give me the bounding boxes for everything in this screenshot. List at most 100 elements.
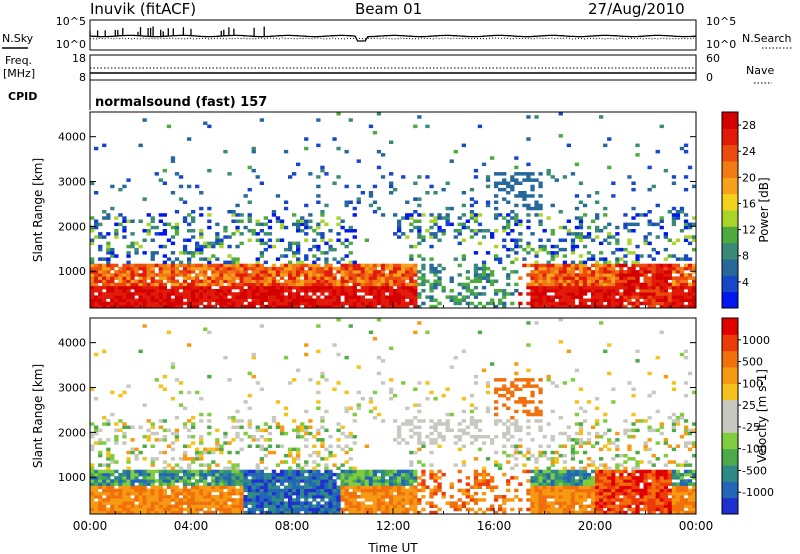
velocity-cell	[405, 507, 410, 512]
power-cell	[340, 273, 345, 277]
power-cell	[231, 270, 236, 274]
velocity-cell	[146, 419, 151, 423]
power-cell	[336, 222, 341, 227]
velocity-cell	[368, 510, 374, 515]
power-cell	[158, 178, 163, 182]
power-cell	[413, 273, 418, 277]
velocity-cell	[502, 510, 507, 515]
velocity-cell	[207, 447, 212, 452]
velocity-cell	[550, 495, 555, 499]
power-cell	[352, 266, 357, 271]
power-cell	[271, 282, 277, 287]
velocity-cell	[586, 510, 592, 515]
velocity-cell	[611, 501, 616, 505]
velocity-cell	[239, 472, 244, 477]
velocity-cell	[538, 510, 543, 515]
power-cell	[215, 257, 220, 261]
velocity-cell	[292, 378, 297, 382]
velocity-cell	[166, 444, 172, 448]
power-cell	[522, 197, 527, 201]
power-cell	[352, 276, 357, 280]
velocity-cell	[308, 476, 313, 480]
power-cell	[288, 241, 293, 246]
power-cell	[570, 289, 576, 293]
velocity-cell	[94, 352, 99, 357]
power-cell	[591, 292, 596, 296]
velocity-cell	[279, 495, 285, 499]
power-cell	[409, 285, 414, 290]
velocity-cell	[182, 488, 188, 493]
power-cell	[348, 263, 353, 268]
velocity-cell	[187, 390, 192, 395]
velocity-cell	[599, 488, 604, 493]
velocity-cell	[591, 498, 596, 502]
velocity-cell	[146, 501, 151, 505]
velocity-cell	[332, 488, 337, 493]
velocity-cell	[296, 472, 301, 477]
power-cell	[534, 295, 539, 299]
velocity-cell	[296, 368, 301, 373]
velocity-cell	[485, 390, 491, 395]
power-cell	[320, 235, 325, 239]
power-cell	[304, 289, 309, 293]
power-cell	[158, 295, 163, 299]
velocity-cell	[207, 469, 212, 474]
power-cell	[98, 232, 103, 236]
velocity-cell	[603, 419, 608, 423]
velocity-cell	[352, 412, 357, 417]
power-cell	[401, 295, 406, 299]
power-cell	[356, 298, 361, 302]
power-cell	[582, 235, 588, 239]
velocity-cell	[490, 485, 495, 489]
power-cell	[344, 244, 349, 249]
power-cell	[271, 266, 277, 271]
velocity-cell	[191, 488, 196, 493]
velocity-cell	[562, 501, 567, 505]
power-cell	[150, 219, 155, 223]
power-cell	[413, 181, 418, 185]
power-cell	[619, 276, 624, 280]
power-cell	[429, 263, 434, 268]
power-cell	[166, 270, 172, 274]
velocity-cell	[574, 488, 580, 493]
velocity-cell	[296, 457, 301, 461]
velocity-cell	[187, 469, 192, 474]
y-tick-label: 4000	[58, 131, 86, 144]
power-cell	[300, 282, 305, 287]
power-cell	[655, 203, 660, 208]
velocity-cell	[150, 469, 155, 474]
velocity-cell	[566, 491, 571, 496]
power-cell	[223, 273, 228, 277]
power-cell	[441, 266, 446, 271]
velocity-cell	[199, 419, 204, 423]
velocity-cell	[312, 472, 317, 477]
velocity-cell	[566, 482, 571, 486]
power-cell	[130, 295, 135, 299]
velocity-cell	[534, 457, 539, 461]
power-cell	[110, 266, 115, 271]
power-cell	[118, 279, 123, 283]
power-cell	[506, 232, 511, 236]
velocity-cell	[453, 435, 458, 439]
power-cell	[692, 292, 697, 296]
velocity-cell	[538, 378, 543, 382]
velocity-cell	[413, 479, 418, 483]
power-cell	[251, 298, 256, 302]
velocity-cell	[199, 463, 204, 467]
power-cell	[526, 213, 531, 217]
velocity-cell	[146, 488, 151, 493]
power-cell	[98, 301, 103, 306]
power-cell	[542, 279, 547, 283]
power-cell	[578, 225, 584, 230]
power-cell	[554, 282, 559, 287]
power-cell	[368, 124, 374, 129]
power-cell	[494, 216, 499, 220]
velocity-cell	[352, 510, 357, 515]
power-cell	[292, 251, 297, 255]
power-cell	[316, 301, 321, 306]
power-cell	[586, 304, 592, 309]
velocity-cell	[409, 422, 414, 426]
power-cell	[679, 273, 685, 277]
velocity-cell	[162, 435, 167, 439]
velocity-cell	[296, 425, 301, 429]
